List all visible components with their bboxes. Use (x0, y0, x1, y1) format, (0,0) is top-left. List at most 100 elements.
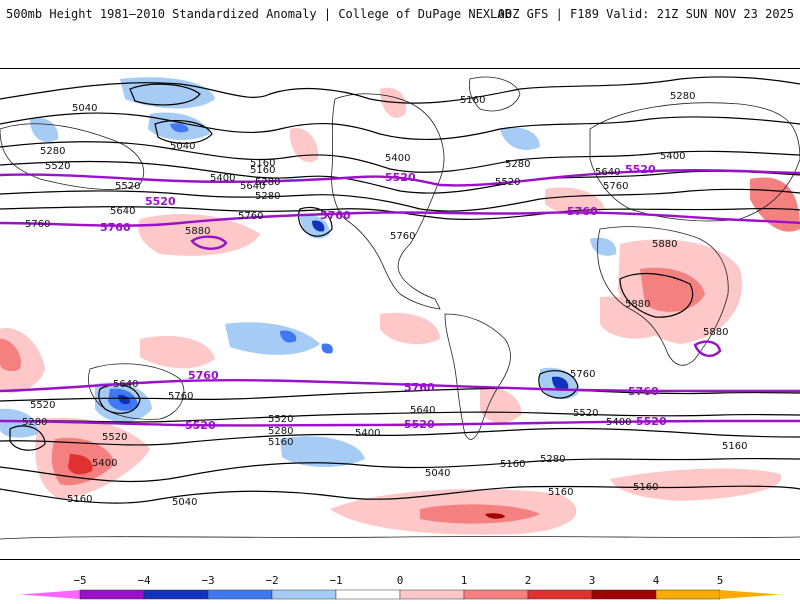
colorbar-segments (20, 589, 780, 600)
contour-line (0, 141, 800, 173)
contour-label: 5160 (633, 482, 658, 493)
anomaly-blob-neg (30, 117, 59, 143)
label-5760: 5760 (404, 381, 435, 394)
colorbar-tick-labels: −5 −4 −3 −2 −1 0 1 2 3 4 5 (73, 574, 723, 587)
colorbar-segment (591, 589, 657, 600)
colorbar-segment (399, 589, 465, 600)
contour-line (0, 485, 800, 504)
label-5520: 5520 (385, 171, 416, 184)
contour-label: 5640 (410, 405, 435, 416)
colorbar-segment (271, 589, 337, 600)
anomaly-blob-neg-strong (312, 220, 325, 232)
colorbar-tick-label: 0 (397, 574, 404, 587)
colorbar-arrow-low (20, 590, 80, 599)
anomaly-blob-neg-strong (170, 123, 189, 133)
anomaly-blob-pos-strong (0, 338, 21, 372)
colorbar-tick-label: 2 (525, 574, 532, 587)
coastline-africa (597, 226, 729, 366)
anomaly-blob-pos (545, 187, 605, 216)
map-title: 500mb Height 1981–2010 Standardized Anom… (6, 7, 512, 21)
contour-label: 5280 (40, 146, 65, 157)
colorbar-svg: −5 −4 −3 −2 −1 0 1 2 3 4 5 (20, 574, 780, 600)
colorbar-segment (335, 589, 401, 600)
contour-label: 5520 (115, 181, 140, 192)
anomaly-colorbar: −5 −4 −3 −2 −1 0 1 2 3 4 5 (0, 568, 800, 600)
anomaly-blob-pos (480, 387, 522, 424)
colorbar-segment (207, 589, 273, 600)
colorbar-tick-label: 3 (589, 574, 596, 587)
map-svg: 5040 5040 5160 5280 5520 5280 5400 5160 … (0, 76, 800, 540)
contour-label: 5280 (670, 91, 695, 102)
contour-label: 5520 (30, 400, 55, 411)
anomaly-blob-pos-core (68, 454, 93, 475)
contour-label: 5280 (268, 426, 293, 437)
contour-label: 5400 (355, 428, 380, 439)
contour-5760-north (0, 211, 800, 227)
key-contours (0, 169, 800, 427)
contour-label: 5760 (570, 369, 595, 380)
contour-5520-north (0, 169, 800, 187)
contour-5760-south (0, 378, 800, 393)
contour-line (9, 425, 46, 451)
contour-line (98, 384, 141, 414)
anomaly-blob-neg (225, 322, 320, 355)
coastline-greenland (468, 76, 521, 112)
contour-label: 5520 (102, 432, 127, 443)
anomaly-map: 5040 5040 5160 5280 5520 5280 5400 5160 … (0, 68, 800, 560)
colorbar-segment (655, 589, 721, 600)
contour-label: 5760 (25, 219, 50, 230)
label-5520: 5520 (185, 419, 216, 432)
contour-label: 5280 (540, 454, 565, 465)
contour-label: 5640 (240, 181, 265, 192)
contour-line (0, 160, 800, 194)
contour-labels: 5040 5040 5160 5280 5520 5280 5400 5160 … (22, 91, 747, 508)
anomaly-blob-pos-strong (420, 504, 540, 524)
contour-line (129, 83, 201, 106)
label-5760: 5760 (188, 369, 219, 382)
contour-label: 5400 (660, 151, 685, 162)
colorbar-arrow-high (720, 590, 780, 599)
contour-label: 5520 (495, 177, 520, 188)
key-contour-labels: 5520 5520 5520 5760 5760 5760 5760 5760 … (100, 163, 667, 432)
contour-label: 5160 (460, 95, 485, 106)
contour-5520-south (0, 419, 800, 427)
colorbar-segment (79, 589, 145, 600)
colorbar-tick-label: −4 (137, 574, 151, 587)
contour-line (0, 457, 800, 483)
height-contours (0, 76, 800, 504)
contour-label: 5400 (210, 173, 235, 184)
anomaly-blob-neg-strong (552, 376, 569, 391)
coastline-australia (88, 363, 185, 420)
contour-label: 5640 (113, 379, 138, 390)
contour-label: 5640 (110, 206, 135, 217)
anomaly-blob-pos (600, 296, 665, 339)
contour-label: 5880 (652, 239, 677, 250)
anomaly-blob-pos-core (485, 513, 505, 519)
contour-label: 5160 (250, 158, 275, 169)
contour-label: 5160 (548, 487, 573, 498)
contour-label: 5760 (390, 231, 415, 242)
contour-label: 5040 (170, 141, 195, 152)
contour-line (0, 188, 800, 212)
contour-label: 5040 (425, 468, 450, 479)
anomaly-blob-neg-strong (321, 343, 333, 354)
label-5760: 5760 (628, 385, 659, 398)
colorbar-tick-label: 4 (653, 574, 660, 587)
contour-5880-africa (693, 340, 722, 357)
contour-label: 5880 (625, 299, 650, 310)
contour-line (0, 387, 800, 402)
contour-label: 5880 (703, 327, 728, 338)
coastline-asia-west (0, 123, 145, 190)
contour-label: 5160 (500, 459, 525, 470)
colorbar-segment (143, 589, 209, 600)
contour-label: 5400 (92, 458, 117, 469)
map-header: 500mb Height 1981–2010 Standardized Anom… (0, 0, 800, 40)
model-run-info: 00Z GFS | F189 Valid: 21Z SUN NOV 23 202… (497, 7, 794, 21)
contour-label: 5400 (385, 153, 410, 164)
contour-line (0, 427, 800, 446)
contour-line (619, 273, 694, 318)
contour-label: 5280 (22, 417, 47, 428)
coastline-south-america (444, 313, 511, 440)
colorbar-tick-label: 5 (717, 574, 724, 587)
contour-label: 5040 (172, 497, 197, 508)
